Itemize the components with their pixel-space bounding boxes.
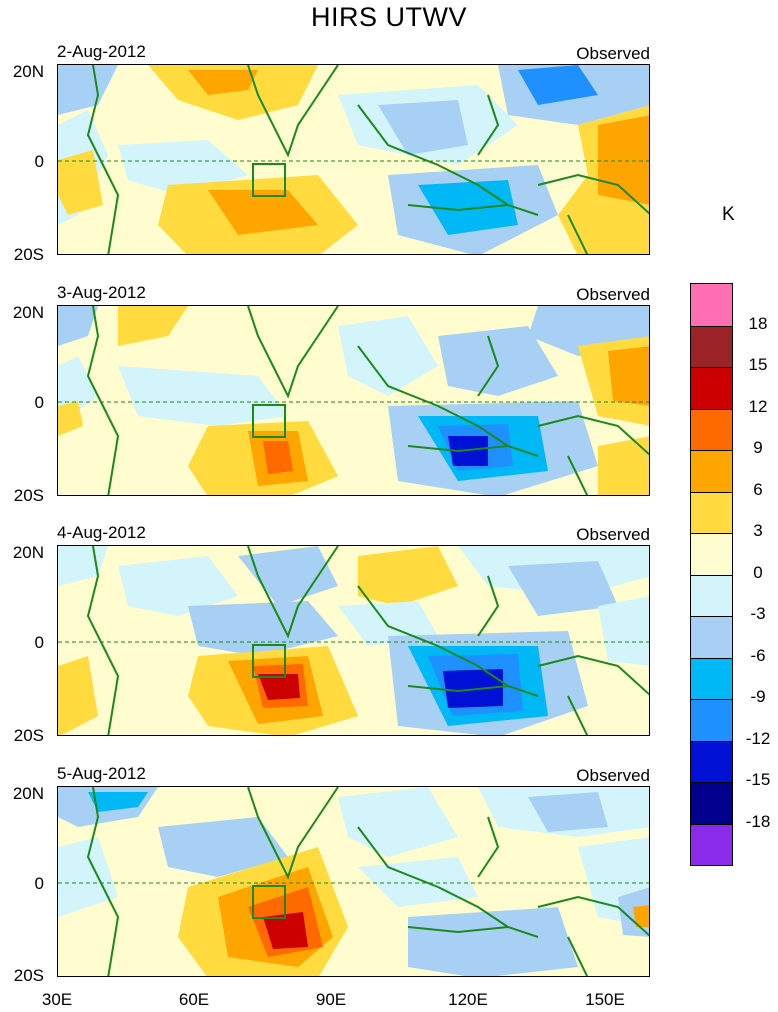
lon-label-150e: 150E <box>585 990 625 1009</box>
panel-date: 3-Aug-2012 <box>57 283 146 302</box>
panel-date: 4-Aug-2012 <box>57 523 146 542</box>
panel-observed-label: Observed <box>576 766 650 785</box>
map-3-aug <box>57 305 650 496</box>
colorbar-label: -9 <box>750 687 766 706</box>
lon-label-30e: 30E <box>41 990 73 1009</box>
map-2-aug <box>57 64 650 255</box>
colorbar-label: 3 <box>753 521 763 540</box>
colorbar-label: 12 <box>748 396 768 416</box>
colorbar-label: 15 <box>748 355 768 374</box>
colorbar-swatch <box>691 823 732 865</box>
colorbar-unit: K <box>722 204 735 225</box>
map-field <box>58 65 649 254</box>
colorbar-swatch <box>691 325 732 367</box>
colorbar-swatch <box>691 450 732 492</box>
colorbar <box>690 283 733 866</box>
colorbar-label: -3 <box>750 604 766 623</box>
colorbar-swatch <box>691 574 732 616</box>
colorbar-label: -6 <box>750 645 766 665</box>
colorbar-swatch <box>691 740 732 782</box>
colorbar-swatch <box>691 657 732 699</box>
figure-title: HIRS UTWV <box>311 2 467 32</box>
colorbar-label: -12 <box>745 728 771 748</box>
lat-label-0: 0 <box>34 874 44 893</box>
panel-observed-label: Observed <box>576 44 650 63</box>
panel-5-aug: 5-Aug-2012 Observed <box>0 764 700 1004</box>
colorbar-swatch <box>691 367 732 409</box>
panel-2-aug: 2-Aug-2012 Observed <box>0 42 700 282</box>
lat-label-20s: 20S <box>13 245 44 264</box>
map-5-aug <box>57 786 650 977</box>
colorbar-swatch <box>691 491 732 533</box>
lon-label-90e: 90E <box>315 990 347 1009</box>
lat-label-20n: 20N <box>12 303 44 322</box>
colorbar-label: -18 <box>745 811 771 831</box>
colorbar-label: 18 <box>748 313 768 333</box>
panel-4-aug: 4-Aug-2012 Observed <box>0 523 700 763</box>
lat-label-0: 0 <box>34 393 44 412</box>
lat-label-20n: 20N <box>12 62 44 81</box>
colorbar-label: 0 <box>753 562 763 582</box>
colorbar-swatch <box>691 284 732 326</box>
panel-observed-label: Observed <box>576 525 650 544</box>
lon-label-120e: 120E <box>448 990 488 1009</box>
lon-label-60e: 60E <box>178 990 210 1009</box>
lat-label-20s: 20S <box>13 726 44 745</box>
colorbar-swatch <box>691 533 732 575</box>
lat-label-0: 0 <box>34 152 44 171</box>
lat-label-20s: 20S <box>13 966 44 985</box>
panel-date: 5-Aug-2012 <box>57 764 146 783</box>
map-field <box>58 787 649 976</box>
lat-label-20n: 20N <box>12 543 44 562</box>
map-field <box>58 306 649 495</box>
map-field <box>58 546 649 735</box>
colorbar-label: 6 <box>753 479 763 499</box>
map-4-aug <box>57 545 650 736</box>
panel-3-aug: 3-Aug-2012 Observed <box>0 283 700 523</box>
colorbar-swatch <box>691 408 732 450</box>
panel-observed-label: Observed <box>576 285 650 304</box>
colorbar-label: 9 <box>753 438 763 457</box>
lat-label-0: 0 <box>34 633 44 652</box>
lat-label-20s: 20S <box>13 486 44 505</box>
panel-date: 2-Aug-2012 <box>57 42 146 61</box>
colorbar-swatch <box>691 616 732 658</box>
lat-label-20n: 20N <box>12 784 44 803</box>
colorbar-label: -15 <box>745 770 771 789</box>
colorbar-swatch <box>691 699 732 741</box>
colorbar-swatch <box>691 782 732 824</box>
